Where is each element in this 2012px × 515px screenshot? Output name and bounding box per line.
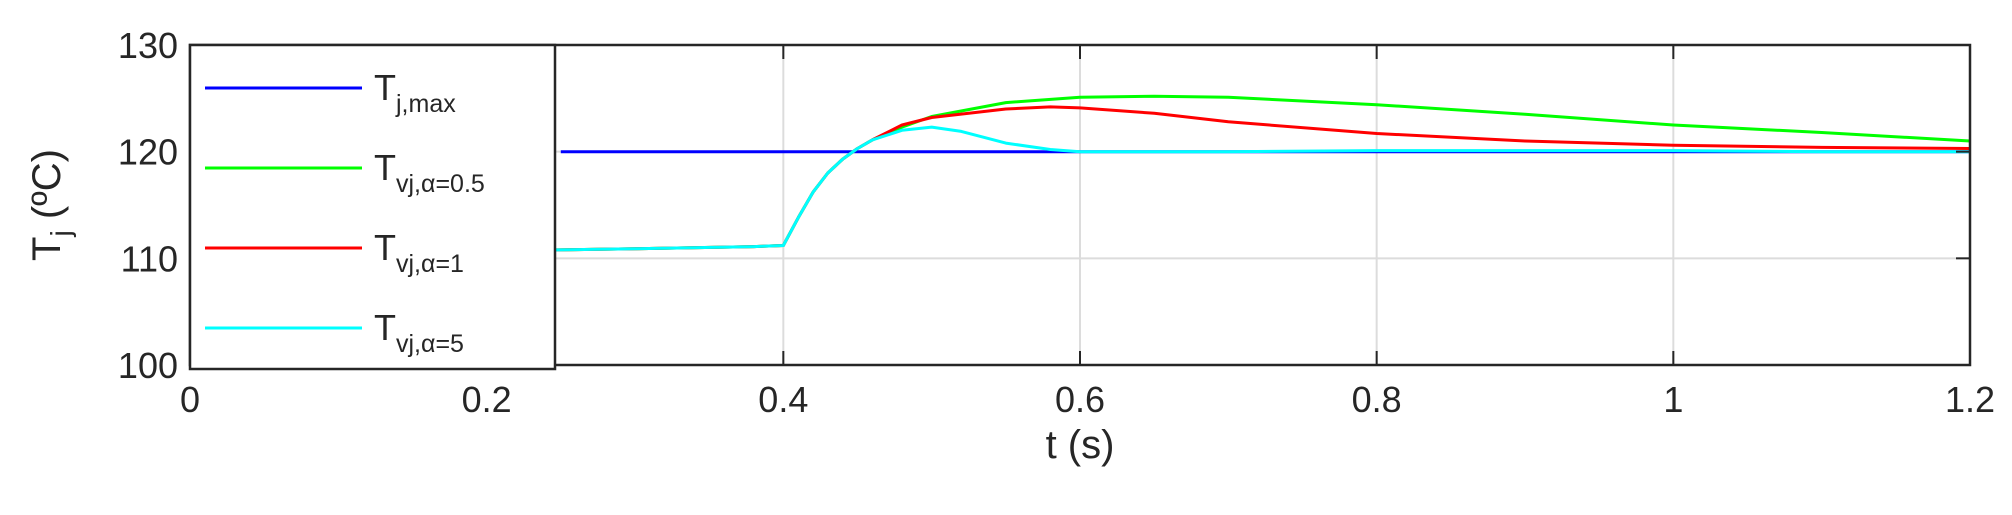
legend-box	[188, 43, 557, 371]
y-axis-title-sub: j	[45, 230, 76, 237]
legend-label-sub: vj,α=0.5	[396, 170, 485, 198]
legend-label-tvj-alpha-1: Tvj,α=1	[374, 227, 464, 278]
x-axis-title: t (s)	[1046, 423, 1115, 467]
legend-label-sub: vj,α=5	[396, 330, 464, 358]
legend-label-base: T	[374, 227, 396, 268]
x-tick-label: 0	[180, 379, 200, 420]
legend-label-tvj-alpha-5: Tvj,α=5	[374, 307, 464, 358]
y-axis-title: Tj (ºC)	[25, 149, 76, 261]
x-tick-label: 0.2	[462, 379, 512, 420]
legend-label-base: T	[374, 307, 396, 348]
legend-label-sub: vj,α=1	[396, 250, 464, 278]
y-tick-label: 100	[118, 345, 178, 386]
tick-labels: 0 0.2 0.4 0.6 0.8 1 1.2 100 110 120 130	[118, 25, 1995, 420]
legend-label-sub: j,max	[395, 90, 456, 118]
legend-label-base: T	[374, 147, 396, 188]
legend-label-tvj-alpha-0-5: Tvj,α=0.5	[374, 147, 485, 198]
x-tick-label: 0.6	[1055, 379, 1105, 420]
legend-label-tj-max: Tj,max	[374, 67, 456, 118]
y-axis-title-rest: (ºC)	[25, 149, 69, 230]
x-tick-label: 1	[1663, 379, 1683, 420]
x-tick-label: 0.8	[1352, 379, 1402, 420]
y-tick-label: 130	[118, 25, 178, 66]
x-tick-label: 1.2	[1945, 379, 1995, 420]
y-tick-label: 120	[118, 132, 178, 173]
y-tick-label: 110	[121, 238, 178, 279]
y-axis-title-base: T	[25, 237, 69, 261]
series-layer	[189, 94, 1971, 257]
series-line-tvj-alpha-5	[189, 125, 1970, 257]
x-tick-label: 0.4	[758, 379, 808, 420]
legend-label-base: T	[374, 67, 396, 108]
